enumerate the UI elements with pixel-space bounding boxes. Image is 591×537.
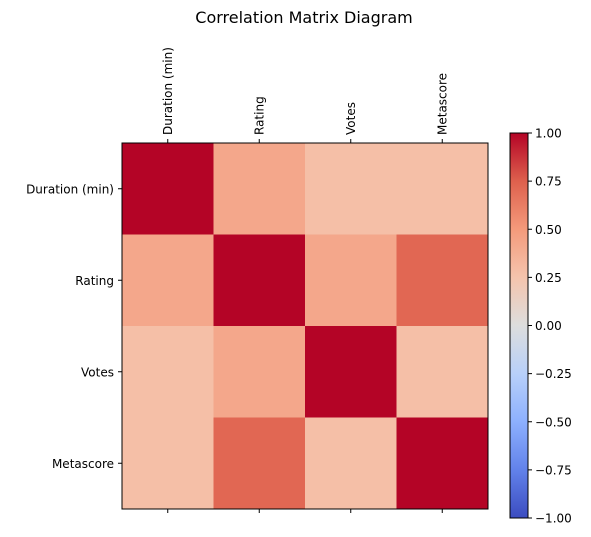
colorbar-tick-label: −0.50 — [535, 415, 572, 429]
heatmap-cell — [305, 417, 397, 510]
heatmap-cell — [305, 234, 397, 327]
colorbar-tick-label: 0.25 — [535, 271, 562, 285]
y-tick-label: Metascore — [52, 457, 114, 471]
heatmap-cells — [122, 143, 489, 510]
x-tick-label: Rating — [252, 96, 266, 135]
y-tick-label: Duration (min) — [26, 182, 114, 196]
colorbar-gradient — [509, 132, 529, 519]
y-tick-label: Rating — [75, 274, 114, 288]
y-tick-labels: Duration (min) Rating Votes Metascore — [26, 182, 122, 471]
plot-frame — [121, 142, 489, 510]
x-tick-label: Metascore — [435, 73, 449, 135]
chart-title: Correlation Matrix Diagram — [195, 8, 412, 27]
heatmap-cell — [305, 326, 397, 418]
heatmap-cell — [213, 234, 306, 327]
x-tick-labels: Duration (min) Rating Votes Metascore — [161, 47, 449, 513]
y-tick-label: Votes — [81, 365, 114, 379]
heatmap-cell — [122, 234, 214, 327]
colorbar-tick-label: −1.00 — [535, 512, 572, 526]
colorbar: 1.00 0.75 0.50 0.25 0.00 −0.25 −0.50 −0.75 −1.00 — [509, 127, 572, 526]
heatmap-cell — [305, 143, 397, 235]
heatmap-cell — [122, 326, 214, 418]
colorbar-tick-label: 1.00 — [535, 127, 562, 141]
colorbar-tick-label: 0.75 — [535, 175, 562, 189]
colorbar-tick-label: 0.00 — [535, 319, 562, 333]
heatmap-cell — [396, 326, 489, 418]
colorbar-tick-label: −0.25 — [535, 367, 572, 381]
heatmap-cell — [213, 143, 306, 235]
x-tick-label: Duration (min) — [161, 47, 175, 135]
colorbar-tick-label: −0.75 — [535, 463, 572, 477]
heatmap-cell — [396, 417, 489, 510]
heatmap-cell — [122, 417, 214, 510]
x-tick-label: Votes — [344, 102, 358, 135]
heatmap-cell — [213, 326, 306, 418]
colorbar-tick-label: 0.50 — [535, 223, 562, 237]
heatmap-cell — [122, 143, 214, 235]
heatmap-cell — [396, 143, 489, 235]
heatmap-cell — [213, 417, 306, 510]
heatmap-cell — [396, 234, 489, 327]
